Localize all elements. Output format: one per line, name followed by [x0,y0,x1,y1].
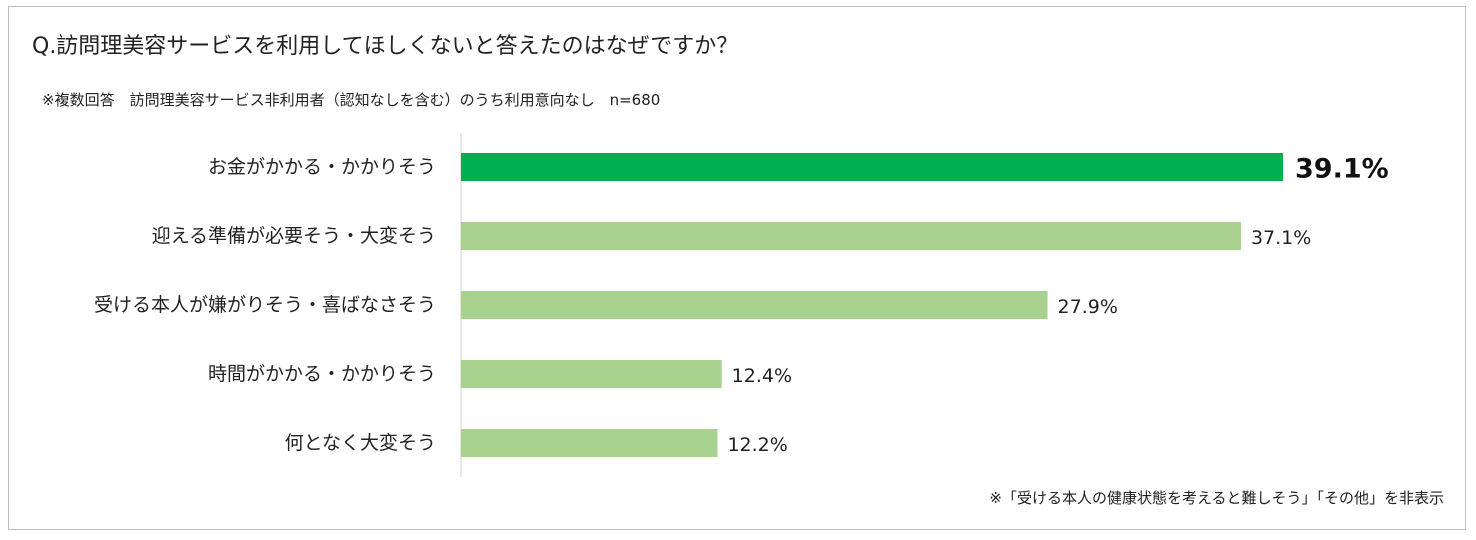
chart-frame [8,6,1466,530]
bar-3 [461,291,1048,319]
chart-subtitle: ※複数回答 訪問理美容サービス非利用者（認知なしを含む）のうち利用意向なし n=… [42,91,661,109]
category-label-4: 時間がかかる・かかりそう [208,363,436,385]
chart-footnote: ※「受ける本人の健康状態を考えると難しそう」「その他」を非表示 [989,489,1444,507]
category-label-3: 受ける本人が嫌がりそう・喜ばなさそう [94,294,436,316]
value-label-2: 37.1% [1251,227,1311,249]
category-label-5: 何となく大変そう [285,432,436,454]
value-label-5: 12.2% [727,434,787,456]
value-label-1: 39.1% [1295,154,1389,185]
bar-5 [461,429,718,457]
category-label-2: 迎える準備が必要そう・大変そう [152,225,436,247]
bar-1 [461,153,1283,181]
chart-title: Q.訪問理美容サービスを利用してほしくないと答えたのはなぜですか？ [32,34,739,59]
bar-4 [461,360,722,388]
value-label-4: 12.4% [732,365,792,387]
value-label-3: 27.9% [1058,296,1118,318]
bar-2 [461,222,1241,250]
category-label-1: お金がかかる・かかりそう [208,156,436,178]
